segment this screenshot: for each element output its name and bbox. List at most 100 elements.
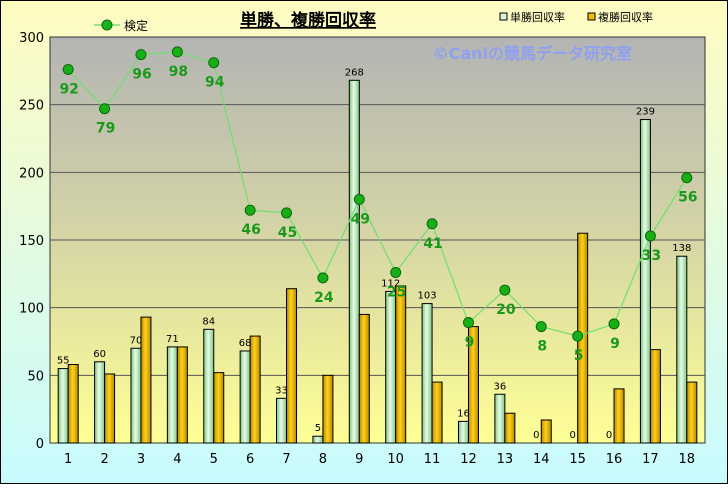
bar-label-win-17: 239	[636, 107, 655, 118]
x-tick-label-18: 18	[679, 452, 696, 467]
bar-value-labels: 55 60 70 71 84 68 33 5 268 112 103 16 36 0 0 0 239 138	[57, 67, 692, 441]
bar-win-8	[312, 435, 324, 444]
watermark: ©Caniの競馬データ研究室	[433, 44, 632, 63]
bar-place-17	[649, 349, 661, 444]
kentei-point-label-8: 24	[314, 290, 334, 306]
kentei-point-label-6: 46	[241, 222, 260, 238]
legend-win-label: 単勝回収率	[510, 10, 565, 24]
x-tick-label-4: 4	[173, 452, 181, 467]
kentei-point-label-5: 94	[205, 75, 225, 91]
bar-win-1	[57, 368, 69, 444]
x-tick-label-15: 15	[569, 452, 586, 467]
y-tick-label-100: 100	[19, 302, 44, 317]
bar-place-14	[540, 419, 552, 444]
point-value-labels: 92 79 96 98 94 46 45 24 49 25 41 9 20 8 5 9 33 56	[59, 64, 697, 364]
bar-place-3	[140, 316, 152, 444]
bar-win-4	[166, 346, 178, 444]
kentei-point-3	[135, 49, 147, 61]
kentei-point-label-14: 8	[537, 339, 547, 355]
legend-place-swatch-icon	[587, 12, 596, 21]
bar-win-10	[385, 290, 397, 444]
bar-win-3	[130, 347, 142, 444]
bar-win-17	[639, 119, 651, 444]
kentei-point-label-13: 20	[496, 302, 516, 318]
kentei-point-1	[62, 63, 74, 75]
x-tick-labels: 1 2 3 4 5 6 7 8 9 10 11 12 13 14 15 16 17 18	[64, 452, 695, 467]
kentei-point-2	[99, 103, 111, 115]
bar-place-10	[395, 285, 407, 444]
legend: 検定 単勝回収率 複勝回収率	[94, 10, 653, 33]
bar-label-win-1: 55	[57, 356, 70, 367]
x-tick-label-11: 11	[424, 452, 441, 467]
bar-place-9	[358, 313, 370, 444]
x-tick-label-7: 7	[282, 452, 290, 467]
x-tick-label-1: 1	[64, 452, 72, 467]
y-tick-label-300: 300	[19, 31, 44, 46]
kentei-point-label-4: 98	[169, 64, 188, 80]
kentei-point-12	[462, 317, 474, 329]
x-tick-label-8: 8	[319, 452, 327, 467]
bar-label-win-11: 103	[418, 291, 437, 302]
bar-place-13	[504, 412, 516, 444]
bar-place-7	[286, 288, 298, 444]
bar-label-win-16: 0	[606, 430, 612, 441]
kentei-point-6	[244, 204, 256, 216]
grid-lines	[50, 104, 705, 376]
bar-label-win-12: 16	[457, 408, 470, 419]
x-tick-label-5: 5	[210, 452, 218, 467]
kentei-point-13	[499, 284, 511, 296]
x-tick-label-9: 9	[355, 452, 363, 467]
kentei-point-18	[681, 172, 693, 184]
legend-kentei-marker-icon	[101, 19, 113, 31]
kentei-point-label-11: 41	[423, 236, 442, 252]
kentei-point-label-2: 79	[96, 121, 115, 137]
kentei-point-label-10: 25	[387, 284, 406, 300]
kentei-point-16	[608, 318, 620, 330]
bar-label-win-2: 60	[93, 349, 106, 360]
kentei-point-7	[281, 207, 293, 219]
bar-place-4	[176, 346, 188, 444]
y-tick-label-250: 250	[19, 99, 44, 114]
bar-place-2	[104, 373, 116, 444]
y-tick-label-200: 200	[19, 166, 44, 181]
bar-label-win-5: 84	[202, 316, 215, 327]
kentei-point-10	[390, 266, 402, 278]
x-tick-label-3: 3	[137, 452, 145, 467]
kentei-point-15	[572, 330, 584, 342]
bar-label-win-9: 268	[345, 67, 364, 78]
y-tick-labels: 0 50 100 150 200 250 300	[19, 31, 44, 452]
x-tick-label-6: 6	[246, 452, 254, 467]
legend-win-swatch-icon	[499, 12, 508, 21]
bar-place-8	[322, 374, 334, 444]
bar-label-win-10: 112	[381, 278, 400, 289]
bar-place-18	[686, 381, 698, 444]
kentei-point-label-16: 9	[610, 336, 620, 352]
legend-place-label: 複勝回収率	[598, 10, 653, 24]
bars	[57, 79, 698, 444]
kentei-point-label-18: 56	[678, 190, 697, 206]
legend-kentei-label: 検定	[124, 18, 148, 33]
x-tick-label-12: 12	[460, 452, 477, 467]
bar-label-win-14: 0	[533, 430, 539, 441]
kentei-point-4	[171, 46, 183, 58]
kentei-point-label-7: 45	[278, 225, 297, 241]
bar-place-12	[467, 326, 479, 444]
kentei-point-label-1: 92	[59, 81, 78, 97]
bar-win-18	[676, 255, 688, 444]
bar-place-1	[67, 364, 79, 444]
kentei-point-14	[535, 321, 547, 333]
kentei-point-label-17: 33	[642, 248, 661, 264]
bar-win-11	[421, 303, 433, 444]
bar-label-win-3: 70	[130, 335, 143, 346]
bar-label-win-15: 0	[569, 430, 575, 441]
kentei-point-8	[317, 272, 329, 284]
bar-win-7	[276, 397, 288, 444]
kentei-point-label-9: 49	[351, 211, 370, 227]
bar-win-6	[239, 350, 251, 444]
bar-label-win-18: 138	[672, 243, 691, 254]
bar-label-win-4: 71	[166, 334, 179, 345]
bar-win-5	[203, 328, 215, 444]
bar-label-win-7: 33	[275, 385, 288, 396]
